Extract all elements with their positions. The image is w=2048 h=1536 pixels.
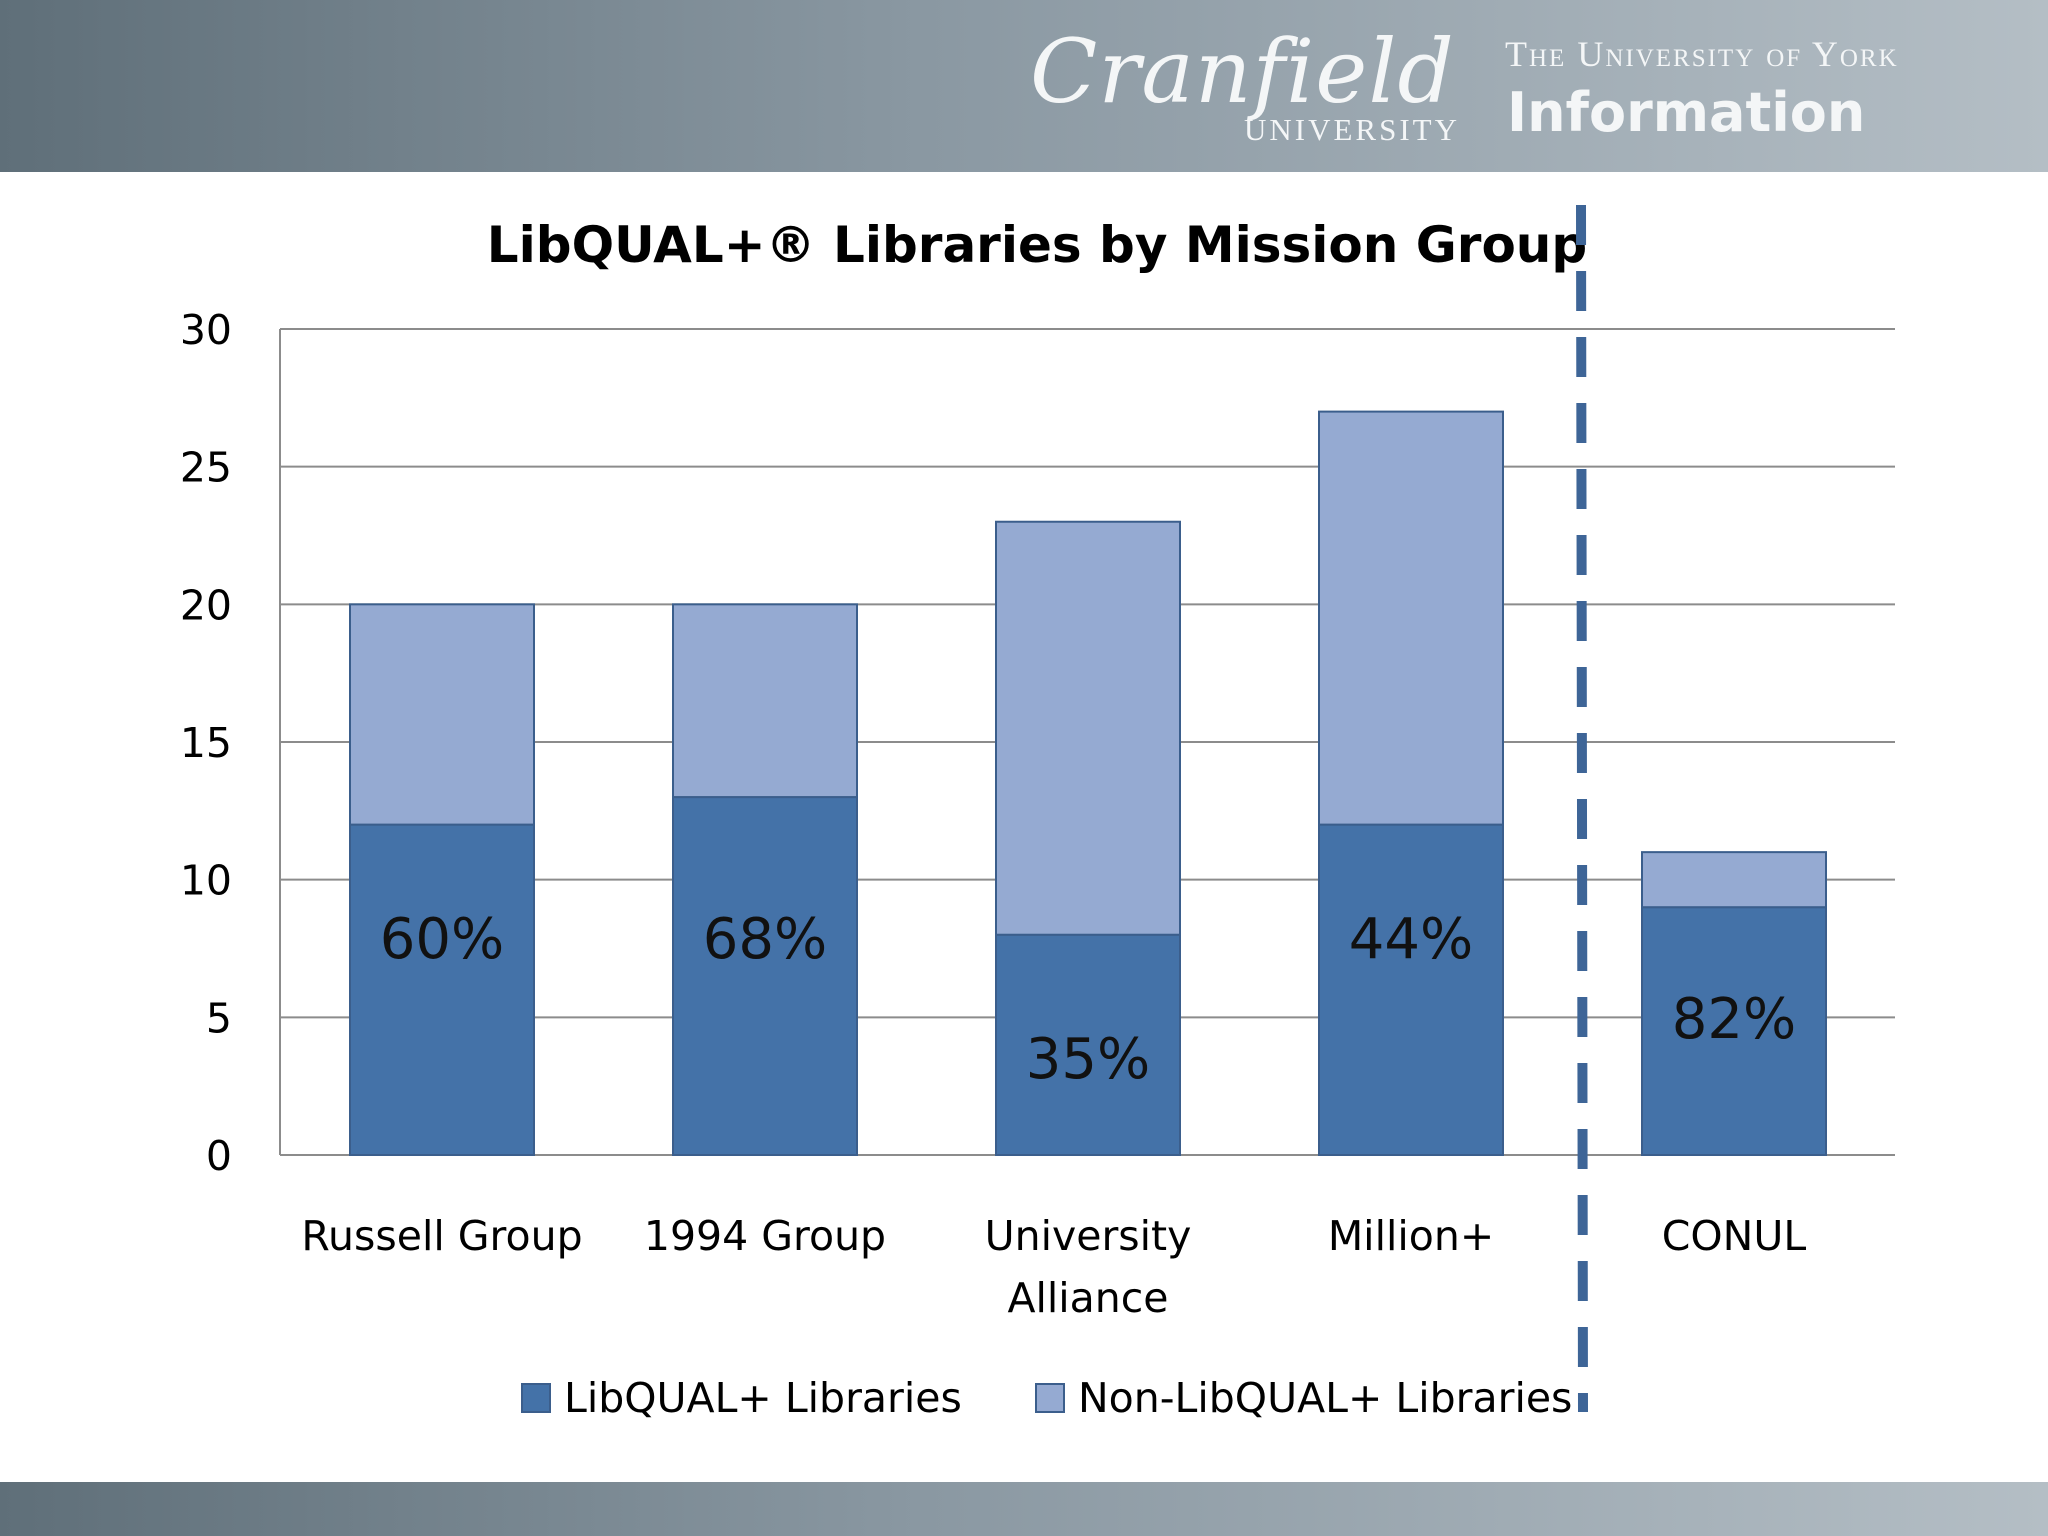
cranfield-logo: Cranfield UNIVERSITY	[1030, 28, 1457, 148]
category-label: Million+	[1328, 1212, 1494, 1260]
y-tick-label: 0	[206, 1132, 232, 1180]
legend-label: LibQUAL+ Libraries	[564, 1374, 962, 1422]
data-label: 35%	[1026, 1027, 1150, 1092]
y-tick-label: 10	[180, 857, 232, 905]
category-label: University Alliance	[985, 1212, 1192, 1322]
legend-label: Non-LibQUAL+ Libraries	[1078, 1374, 1572, 1422]
y-tick-label: 15	[180, 719, 232, 767]
bar-segment-libqual	[1318, 823, 1504, 1156]
york-logo: The University of York Information	[1505, 36, 1965, 146]
bar-segment-libqual	[995, 933, 1181, 1156]
data-label: 60%	[380, 907, 504, 972]
bar-segment-non-libqual	[1318, 410, 1504, 826]
york-logo-line: The University of York	[1505, 34, 1899, 74]
data-label: 68%	[703, 907, 827, 972]
bars	[349, 410, 1827, 1157]
category-labels: Russell Group 1994 Group University Allianc…	[301, 1212, 1806, 1322]
y-tick-label: 20	[180, 581, 232, 629]
group-divider-line	[1576, 204, 1588, 1413]
bar-segment-non-libqual	[349, 603, 535, 826]
y-tick-label: 5	[206, 994, 232, 1042]
york-logo-information: Information	[1507, 81, 1866, 144]
data-labels: 60% 68% 35% 44% 82%	[380, 907, 1796, 1092]
bar-segment-libqual	[672, 796, 858, 1156]
legend-swatch	[1035, 1383, 1065, 1413]
y-tick-label: 30	[180, 306, 232, 354]
category-label: 1994 Group	[644, 1212, 886, 1260]
category-label: Russell Group	[301, 1212, 582, 1260]
cranfield-logo-word: Cranfield	[1030, 20, 1455, 123]
group-divider	[1576, 204, 1588, 1413]
data-label: 82%	[1672, 987, 1796, 1052]
data-label: 44%	[1349, 907, 1473, 972]
bar-segment-libqual	[349, 823, 535, 1156]
y-tick-label: 25	[180, 444, 232, 492]
bar-segment-libqual	[1641, 906, 1827, 1157]
cranfield-logo-sub: UNIVERSITY	[1244, 112, 1460, 147]
stacked-bar-chart: LibQUAL+® Libraries by Mission Group 0 5 1…	[180, 204, 1895, 1422]
chart-title: LibQUAL+® Libraries by Mission Group	[487, 216, 1587, 274]
bar-segment-non-libqual	[672, 603, 858, 799]
bar-segment-non-libqual	[1641, 851, 1827, 909]
top-banner	[0, 0, 2048, 172]
legend: LibQUAL+ Libraries Non-LibQUAL+ Libraries	[521, 1374, 1572, 1422]
y-axis: 0 5 10 15 20 25 30	[180, 306, 281, 1180]
category-label: CONUL	[1662, 1212, 1807, 1260]
bar-segment-non-libqual	[995, 520, 1181, 936]
bottom-banner	[0, 1482, 2048, 1536]
legend-swatch	[521, 1383, 551, 1413]
